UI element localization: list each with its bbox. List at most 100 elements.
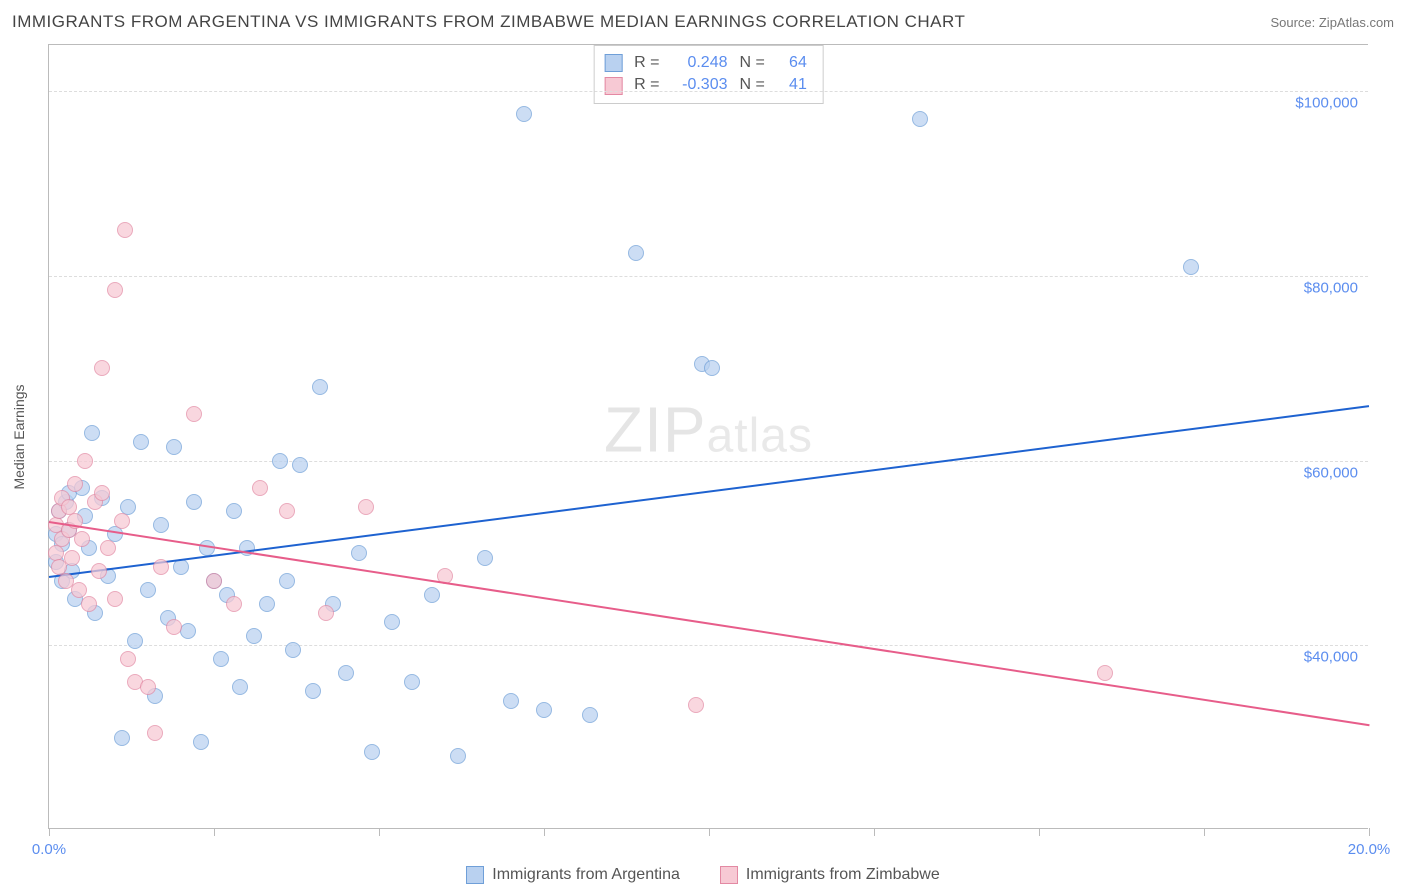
watermark-rest: atlas: [707, 409, 813, 462]
data-point-argentina: [193, 734, 209, 750]
chart-legend: Immigrants from Argentina Immigrants from…: [0, 866, 1406, 884]
data-point-argentina: [503, 693, 519, 709]
data-point-argentina: [226, 503, 242, 519]
data-point-argentina: [912, 111, 928, 127]
data-point-argentina: [582, 707, 598, 723]
x-tick-label: 20.0%: [1348, 841, 1391, 858]
source-attribution: Source: ZipAtlas.com: [1270, 15, 1394, 30]
legend-item-1: Immigrants from Zimbabwe: [720, 866, 940, 884]
y-axis-label: Median Earnings: [11, 384, 27, 489]
data-point-zimbabwe: [107, 282, 123, 298]
stat-n-value-zimbabwe: 41: [777, 74, 807, 96]
data-point-argentina: [384, 614, 400, 630]
data-point-zimbabwe: [74, 531, 90, 547]
data-point-argentina: [404, 674, 420, 690]
chart-title: IMMIGRANTS FROM ARGENTINA VS IMMIGRANTS …: [12, 12, 965, 32]
stats-row-argentina: R =0.248N =64: [604, 52, 807, 74]
chart-header: IMMIGRANTS FROM ARGENTINA VS IMMIGRANTS …: [12, 12, 1394, 32]
watermark-bold: ZIP: [604, 393, 707, 465]
scatter-plot-area: Median Earnings ZIPatlas R =0.248N =64R …: [48, 44, 1368, 829]
data-point-argentina: [127, 633, 143, 649]
data-point-argentina: [153, 517, 169, 533]
gridline-h: [49, 461, 1368, 462]
x-tick: [379, 828, 380, 836]
stat-n-label: N =: [740, 74, 765, 96]
x-tick: [544, 828, 545, 836]
data-point-zimbabwe: [100, 540, 116, 556]
data-point-argentina: [364, 744, 380, 760]
data-point-argentina: [232, 679, 248, 695]
data-point-zimbabwe: [358, 499, 374, 515]
data-point-argentina: [628, 245, 644, 261]
x-tick: [1204, 828, 1205, 836]
data-point-zimbabwe: [94, 485, 110, 501]
stat-r-label: R =: [634, 52, 659, 74]
legend-label-0: Immigrants from Argentina: [492, 866, 680, 884]
data-point-argentina: [114, 730, 130, 746]
x-tick: [874, 828, 875, 836]
data-point-zimbabwe: [318, 605, 334, 621]
data-point-zimbabwe: [91, 563, 107, 579]
y-tick-label: $100,000: [1295, 95, 1358, 112]
data-point-zimbabwe: [94, 360, 110, 376]
data-point-argentina: [351, 545, 367, 561]
data-point-zimbabwe: [140, 679, 156, 695]
data-point-argentina: [292, 457, 308, 473]
data-point-zimbabwe: [1097, 665, 1113, 681]
legend-label-1: Immigrants from Zimbabwe: [746, 866, 940, 884]
data-point-argentina: [246, 628, 262, 644]
data-point-argentina: [1183, 259, 1199, 275]
legend-swatch-0: [466, 866, 484, 884]
data-point-zimbabwe: [77, 453, 93, 469]
data-point-zimbabwe: [67, 476, 83, 492]
data-point-zimbabwe: [114, 513, 130, 529]
data-point-argentina: [305, 683, 321, 699]
data-point-zimbabwe: [120, 651, 136, 667]
data-point-argentina: [133, 434, 149, 450]
data-point-zimbabwe: [279, 503, 295, 519]
data-point-zimbabwe: [107, 591, 123, 607]
x-tick: [214, 828, 215, 836]
stat-r-value-zimbabwe: -0.303: [672, 74, 728, 96]
stats-swatch-argentina: [604, 54, 622, 72]
x-tick: [709, 828, 710, 836]
data-point-argentina: [166, 439, 182, 455]
data-point-argentina: [186, 494, 202, 510]
data-point-argentina: [213, 651, 229, 667]
data-point-zimbabwe: [117, 222, 133, 238]
data-point-argentina: [84, 425, 100, 441]
correlation-stats-box: R =0.248N =64R =-0.303N =41: [593, 45, 824, 104]
stats-row-zimbabwe: R = -0.303 N = 41: [604, 74, 807, 96]
data-point-zimbabwe: [64, 550, 80, 566]
x-tick-label: 0.0%: [32, 841, 66, 858]
stat-r-value-argentina: 0.248: [672, 52, 728, 74]
legend-item-0: Immigrants from Argentina: [466, 866, 680, 884]
data-point-zimbabwe: [688, 697, 704, 713]
x-tick: [1369, 828, 1370, 836]
data-point-argentina: [516, 106, 532, 122]
data-point-argentina: [477, 550, 493, 566]
data-point-zimbabwe: [252, 480, 268, 496]
data-point-argentina: [272, 453, 288, 469]
data-point-argentina: [140, 582, 156, 598]
data-point-zimbabwe: [226, 596, 242, 612]
data-point-zimbabwe: [186, 406, 202, 422]
gridline-h: [49, 276, 1368, 277]
data-point-zimbabwe: [206, 573, 222, 589]
data-point-argentina: [259, 596, 275, 612]
data-point-argentina: [285, 642, 301, 658]
watermark-logo: ZIPatlas: [604, 392, 813, 466]
gridline-h: [49, 91, 1368, 92]
y-tick-label: $60,000: [1304, 464, 1358, 481]
data-point-zimbabwe: [147, 725, 163, 741]
data-point-zimbabwe: [166, 619, 182, 635]
data-point-argentina: [279, 573, 295, 589]
y-tick-label: $40,000: [1304, 649, 1358, 666]
x-tick: [1039, 828, 1040, 836]
data-point-argentina: [424, 587, 440, 603]
stat-n-label: N =: [740, 52, 765, 74]
stat-r-label: R =: [634, 74, 659, 96]
trend-line-zimbabwe: [49, 521, 1369, 726]
data-point-argentina: [338, 665, 354, 681]
legend-swatch-1: [720, 866, 738, 884]
